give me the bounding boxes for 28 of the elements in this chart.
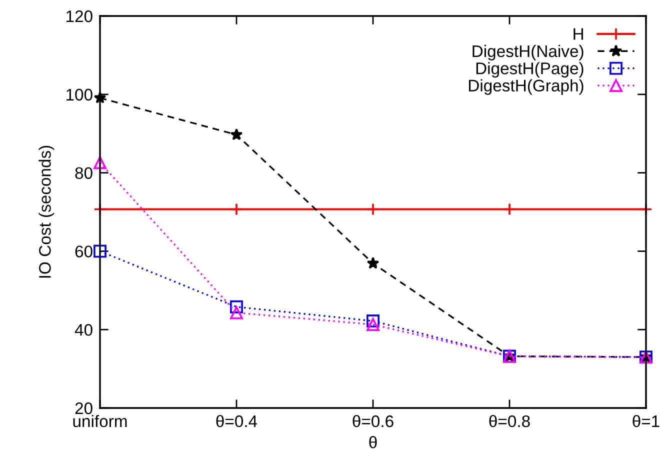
- y-tick-label: 120: [66, 10, 92, 22]
- point: [94, 156, 106, 170]
- point: [94, 244, 106, 258]
- point: [230, 300, 243, 314]
- point: [366, 318, 380, 331]
- legend-label: DigestH(Page): [476, 62, 584, 78]
- point: [366, 256, 380, 269]
- y-tick-label: 40: [74, 324, 92, 336]
- point: [366, 202, 380, 216]
- y-tick-label: 20: [75, 402, 92, 414]
- legend-label: H: [574, 28, 583, 40]
- x-tick-label: θ=0.8: [489, 414, 530, 428]
- y-axis-title: IO Cost (seconds): [38, 146, 54, 278]
- point: [366, 314, 380, 328]
- y-tick-label: 80: [75, 167, 92, 180]
- x-tick-label: θ=1: [632, 414, 660, 428]
- x-axis-title: θ: [369, 436, 377, 448]
- legend-label: DigestH(Naive): [472, 44, 584, 60]
- point: [230, 306, 243, 320]
- y-tick-label: 100: [66, 88, 92, 101]
- point: [503, 202, 516, 216]
- y-tick-label: 60: [75, 246, 92, 258]
- point: [230, 128, 243, 140]
- x-tick-label: uniform: [73, 414, 127, 428]
- x-tick-label: θ=0.6: [352, 414, 394, 428]
- legend-label: DigestH(Graph): [469, 79, 584, 95]
- point: [230, 202, 243, 216]
- x-tick-label: θ=0.4: [216, 414, 258, 428]
